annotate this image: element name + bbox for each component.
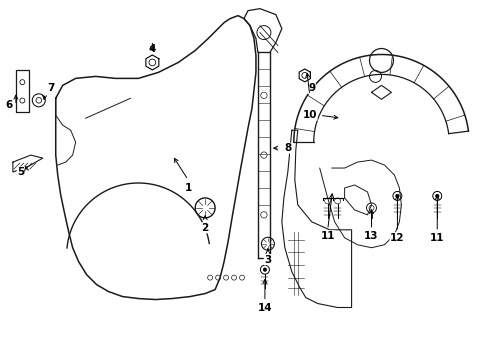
Text: 12: 12 xyxy=(389,233,404,243)
Text: 11: 11 xyxy=(320,231,334,241)
Circle shape xyxy=(435,194,438,198)
Text: 8: 8 xyxy=(284,143,291,153)
Text: 5: 5 xyxy=(17,167,24,177)
Text: 1: 1 xyxy=(184,183,191,193)
Text: 13: 13 xyxy=(364,231,378,241)
Text: 6: 6 xyxy=(5,100,13,110)
Text: 10: 10 xyxy=(302,110,316,120)
Text: 14: 14 xyxy=(257,302,272,312)
Circle shape xyxy=(395,194,398,198)
Text: 3: 3 xyxy=(264,255,271,265)
Text: 4: 4 xyxy=(148,44,156,54)
Text: 9: 9 xyxy=(307,84,315,93)
Text: 7: 7 xyxy=(47,84,54,93)
Circle shape xyxy=(263,268,266,271)
Text: 11: 11 xyxy=(429,233,444,243)
Text: 2: 2 xyxy=(201,223,208,233)
